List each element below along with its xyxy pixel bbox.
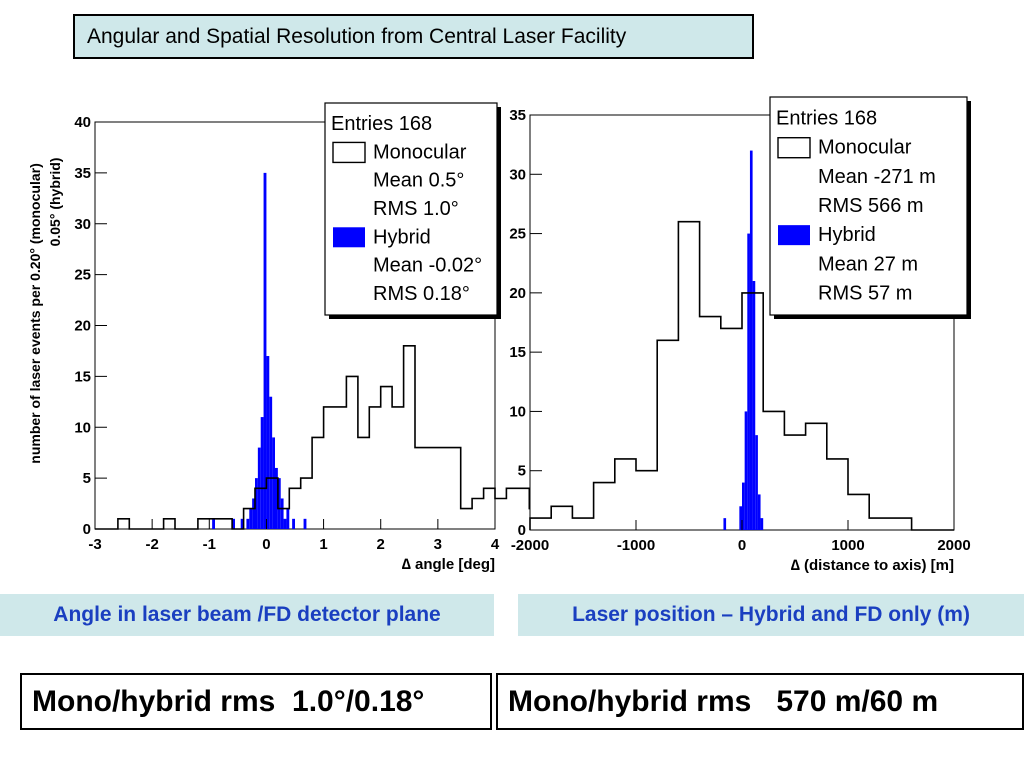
hybrid-bar	[742, 482, 745, 530]
y-tick-label: 0	[518, 522, 526, 539]
hybrid-bar	[749, 150, 753, 531]
hybrid-bar	[303, 518, 307, 529]
chart-spatial-resolution: -2000 -1000 0 1000 2000 0 5 10 15 20 25 30 35 ∆ (dist…	[509, 96, 971, 574]
y-tick-label: 20	[74, 318, 91, 335]
y-tick-label: 0	[83, 521, 91, 538]
hybrid-bar	[757, 494, 761, 530]
x-tick-label: 2	[377, 536, 385, 553]
hybrid-bar	[275, 467, 278, 529]
hybrid-bar	[260, 417, 264, 529]
hybrid-bar	[246, 518, 250, 529]
legend-label-hybrid: Hybrid	[373, 226, 431, 248]
hybrid-bar	[752, 281, 756, 530]
x-tick-label: -3	[88, 536, 101, 553]
legend-monocular-mean: Mean -271 m	[818, 166, 936, 188]
y-tick-label: 40	[74, 114, 91, 131]
legend-monocular-rms: RMS 1.0°	[373, 198, 459, 220]
hybrid-bar	[255, 478, 258, 529]
x-axis-label: ∆ (distance to axis) [m]	[791, 557, 954, 574]
hybrid-bar	[269, 396, 273, 529]
legend-monocular-rms: RMS 566 m	[818, 195, 924, 217]
y-tick-label: 15	[74, 368, 91, 385]
y-tick-label: 5	[518, 463, 526, 480]
legend-label-hybrid: Hybrid	[818, 224, 876, 246]
y-tick-label: 35	[509, 107, 526, 124]
y-tick-label: 5	[83, 470, 91, 487]
y-tick-label: 35	[74, 165, 91, 182]
x-tick-label: 2000	[937, 537, 970, 554]
y-tick-label: 30	[74, 216, 91, 233]
hybrid-bar	[252, 498, 255, 529]
hybrid-bar	[240, 518, 244, 529]
legend-hybrid-mean: Mean 27 m	[818, 253, 918, 275]
x-axis-label: ∆ angle [deg]	[402, 556, 495, 573]
x-tick-label: 0	[262, 536, 270, 553]
x-tick-label: 1	[319, 536, 327, 553]
y-axis-label: number of laser events per 0.20° (monocu…	[27, 163, 43, 463]
hybrid-bar	[232, 518, 235, 529]
legend-label-monocular: Monocular	[373, 141, 467, 163]
hybrid-bar	[292, 518, 295, 529]
x-tick-label: 1000	[831, 537, 864, 554]
hybrid-bar	[723, 518, 727, 530]
summary-angular-rms: Mono/hybrid rms 1.0°/0.18°	[20, 673, 492, 730]
x-tick-label: 0	[738, 537, 746, 554]
monocular-outline	[95, 345, 611, 530]
x-tick-label: -2	[145, 536, 158, 553]
legend-hybrid-rms: RMS 57 m	[818, 282, 912, 304]
hybrid-bar	[755, 435, 758, 530]
y-tick-label: 15	[509, 344, 526, 361]
legend-monocular-mean: Mean 0.5°	[373, 170, 464, 192]
hybrid-bar	[249, 508, 253, 529]
hybrid-bar	[739, 506, 742, 530]
legend-hybrid-mean: Mean -0.02°	[373, 255, 482, 277]
hybrid-bar	[266, 356, 270, 529]
x-tick-label: 4	[491, 536, 500, 553]
hybrid-bar	[744, 411, 748, 530]
hybrid-bar	[277, 478, 281, 529]
x-tick-label: -1	[203, 536, 216, 553]
caption-angle: Angle in laser beam /FD detector plane	[0, 594, 494, 636]
hybrid-bar	[286, 508, 290, 529]
hybrid-bar	[263, 172, 267, 529]
x-tick-label: -2000	[511, 537, 549, 554]
legend-swatch-monocular	[332, 141, 366, 164]
x-tick-label: 3	[434, 536, 442, 553]
hybrid-bar	[272, 437, 275, 529]
hybrid-bar	[212, 518, 215, 529]
legend-entries: Entries 168	[776, 108, 877, 130]
caption-laser-position: Laser position – Hybrid and FD only (m)	[518, 594, 1024, 636]
y-tick-label: 10	[509, 403, 526, 420]
legend-label-monocular: Monocular	[818, 137, 912, 159]
y-tick-label: 30	[509, 166, 526, 183]
y-tick-label: 25	[509, 226, 526, 243]
stats-legend	[769, 96, 968, 316]
hybrid-bar	[283, 518, 287, 529]
legend-hybrid-rms: RMS 0.18°	[373, 283, 470, 305]
hybrid-bar	[760, 518, 764, 530]
legend-swatch-hybrid	[778, 225, 810, 246]
x-tick-label: -1000	[617, 537, 655, 554]
summary-distance-rms: Mono/hybrid rms 570 m/60 m	[496, 673, 1024, 730]
y-tick-label: 25	[74, 267, 91, 284]
legend-entries: Entries 168	[331, 113, 432, 135]
page-title: Angular and Spatial Resolution from Cent…	[73, 14, 754, 59]
y-axis-label-line2: 0.05° (hybrid)	[47, 158, 63, 247]
legend-swatch-hybrid	[333, 227, 365, 248]
hybrid-bar	[747, 233, 750, 531]
y-tick-label: 20	[509, 285, 526, 302]
legend-swatch-monocular	[777, 137, 811, 159]
monocular-outline	[529, 220, 954, 531]
y-tick-label: 10	[74, 419, 91, 436]
stats-legend	[324, 102, 498, 316]
hybrid-bar	[280, 498, 284, 529]
